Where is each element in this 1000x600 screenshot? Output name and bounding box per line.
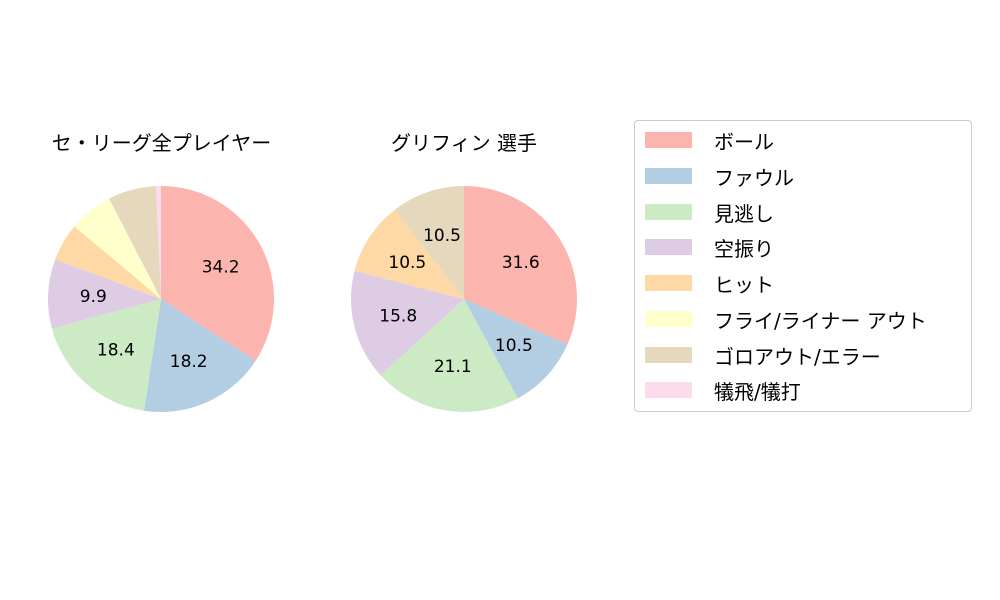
pie-slice: [161, 186, 274, 361]
slice-label: 21.1: [434, 357, 472, 377]
legend-item: 犠飛/犠打: [645, 380, 801, 404]
legend-item: 見逃し: [645, 202, 774, 226]
slice-label: 15.8: [379, 306, 417, 326]
pie-slice: [55, 226, 162, 299]
legend-swatch: [645, 311, 692, 327]
pie-slice: [74, 198, 161, 299]
pie-slice: [380, 299, 518, 412]
legend-label: ファウル: [714, 165, 794, 190]
legend-swatch: [645, 132, 692, 148]
legend-label: フライ/ライナー アウト: [714, 308, 927, 333]
slice-label: 10.5: [388, 253, 426, 273]
slice-label: 18.2: [170, 352, 208, 372]
legend: ボール ファウル 見逃し 空振り ヒット フライ/ライナー アウト ゴロアウト/…: [634, 120, 972, 412]
legend-swatch: [645, 275, 692, 291]
legend-label: ヒット: [714, 272, 774, 297]
pie-slice: [351, 270, 464, 376]
slice-label: 9.9: [80, 287, 107, 307]
legend-label: 見逃し: [714, 201, 774, 226]
pie-slice: [144, 299, 256, 413]
legend-swatch: [645, 168, 692, 184]
right-pie-chart: 31.6 10.5 21.1 15.8 10.5 10.5: [351, 186, 577, 412]
legend-label: ボール: [714, 129, 774, 154]
pie-slice: [464, 186, 577, 345]
pie-slice: [354, 209, 464, 299]
legend-swatch: [645, 239, 692, 255]
legend-item: ゴロアウト/エラー: [645, 345, 881, 369]
pie-slice: [47, 259, 161, 329]
legend-label: ゴロアウト/エラー: [714, 344, 881, 369]
legend-item: ボール: [645, 130, 774, 154]
legend-item: ファウル: [645, 166, 794, 190]
legend-item: ヒット: [645, 273, 774, 297]
left-pie-chart: 34.2 18.2 18.4 9.9: [47, 186, 274, 413]
slice-label: 31.6: [502, 253, 540, 273]
slice-label: 34.2: [202, 258, 240, 278]
right-chart-title: グリフィン 選手: [391, 131, 537, 155]
legend-item: フライ/ライナー アウト: [645, 309, 927, 333]
slice-label: 10.5: [495, 336, 533, 356]
pie-slice: [51, 299, 161, 411]
legend-swatch: [645, 347, 692, 363]
pie-slice: [156, 186, 161, 299]
legend-label: 犠飛/犠打: [714, 379, 801, 404]
slice-label: 10.5: [423, 226, 461, 246]
pie-slice: [394, 186, 464, 299]
legend-swatch: [645, 204, 692, 220]
left-chart-title: セ・リーグ全プレイヤー: [51, 131, 272, 155]
legend-item: 空振り: [645, 237, 774, 261]
legend-label: 空振り: [714, 236, 774, 261]
slice-label: 18.4: [97, 341, 135, 361]
legend-swatch: [645, 382, 692, 398]
pie-slice: [464, 299, 568, 399]
pie-slice: [109, 186, 161, 299]
